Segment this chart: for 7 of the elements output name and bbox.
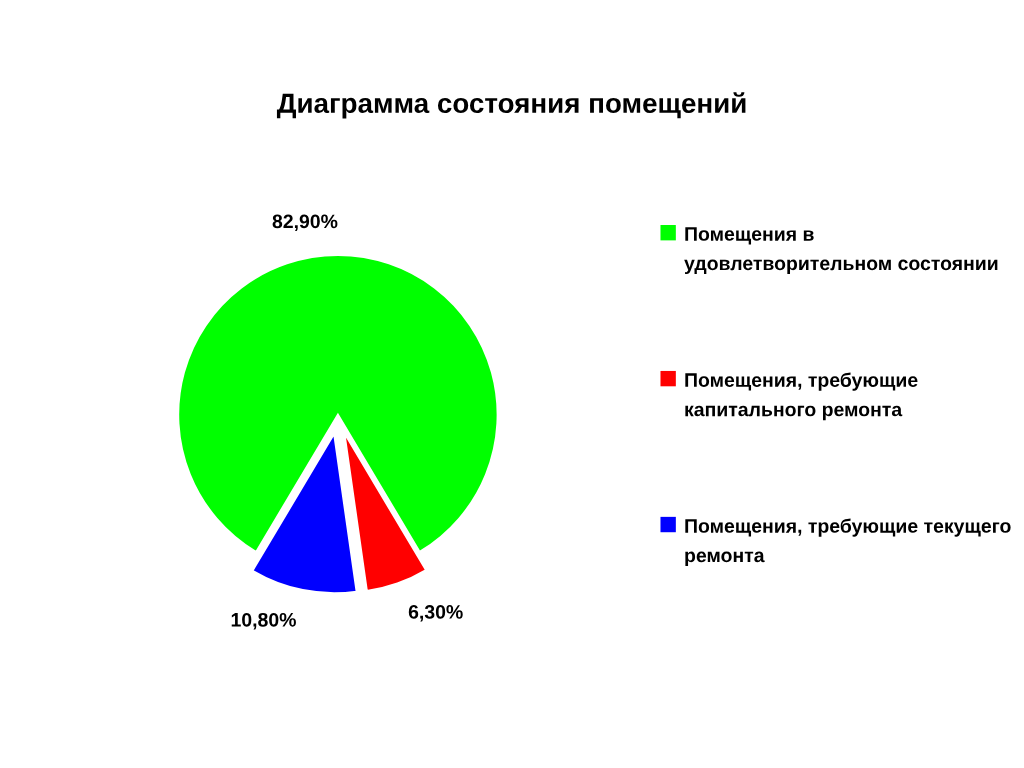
data-label: 10,80% [231,612,296,630]
legend-label: Помещения, требующие капитального ремонта [685,372,918,421]
data-label: 6,30% [408,605,463,622]
legend-label: Помещения в удовлетворительном состоянии [684,227,998,275]
legend-label: Помещения, требующие текущего ремонта [685,518,1011,567]
data-label: 82,90% [272,214,338,232]
chart-title: Диаграмма состояния помещений [276,92,746,119]
